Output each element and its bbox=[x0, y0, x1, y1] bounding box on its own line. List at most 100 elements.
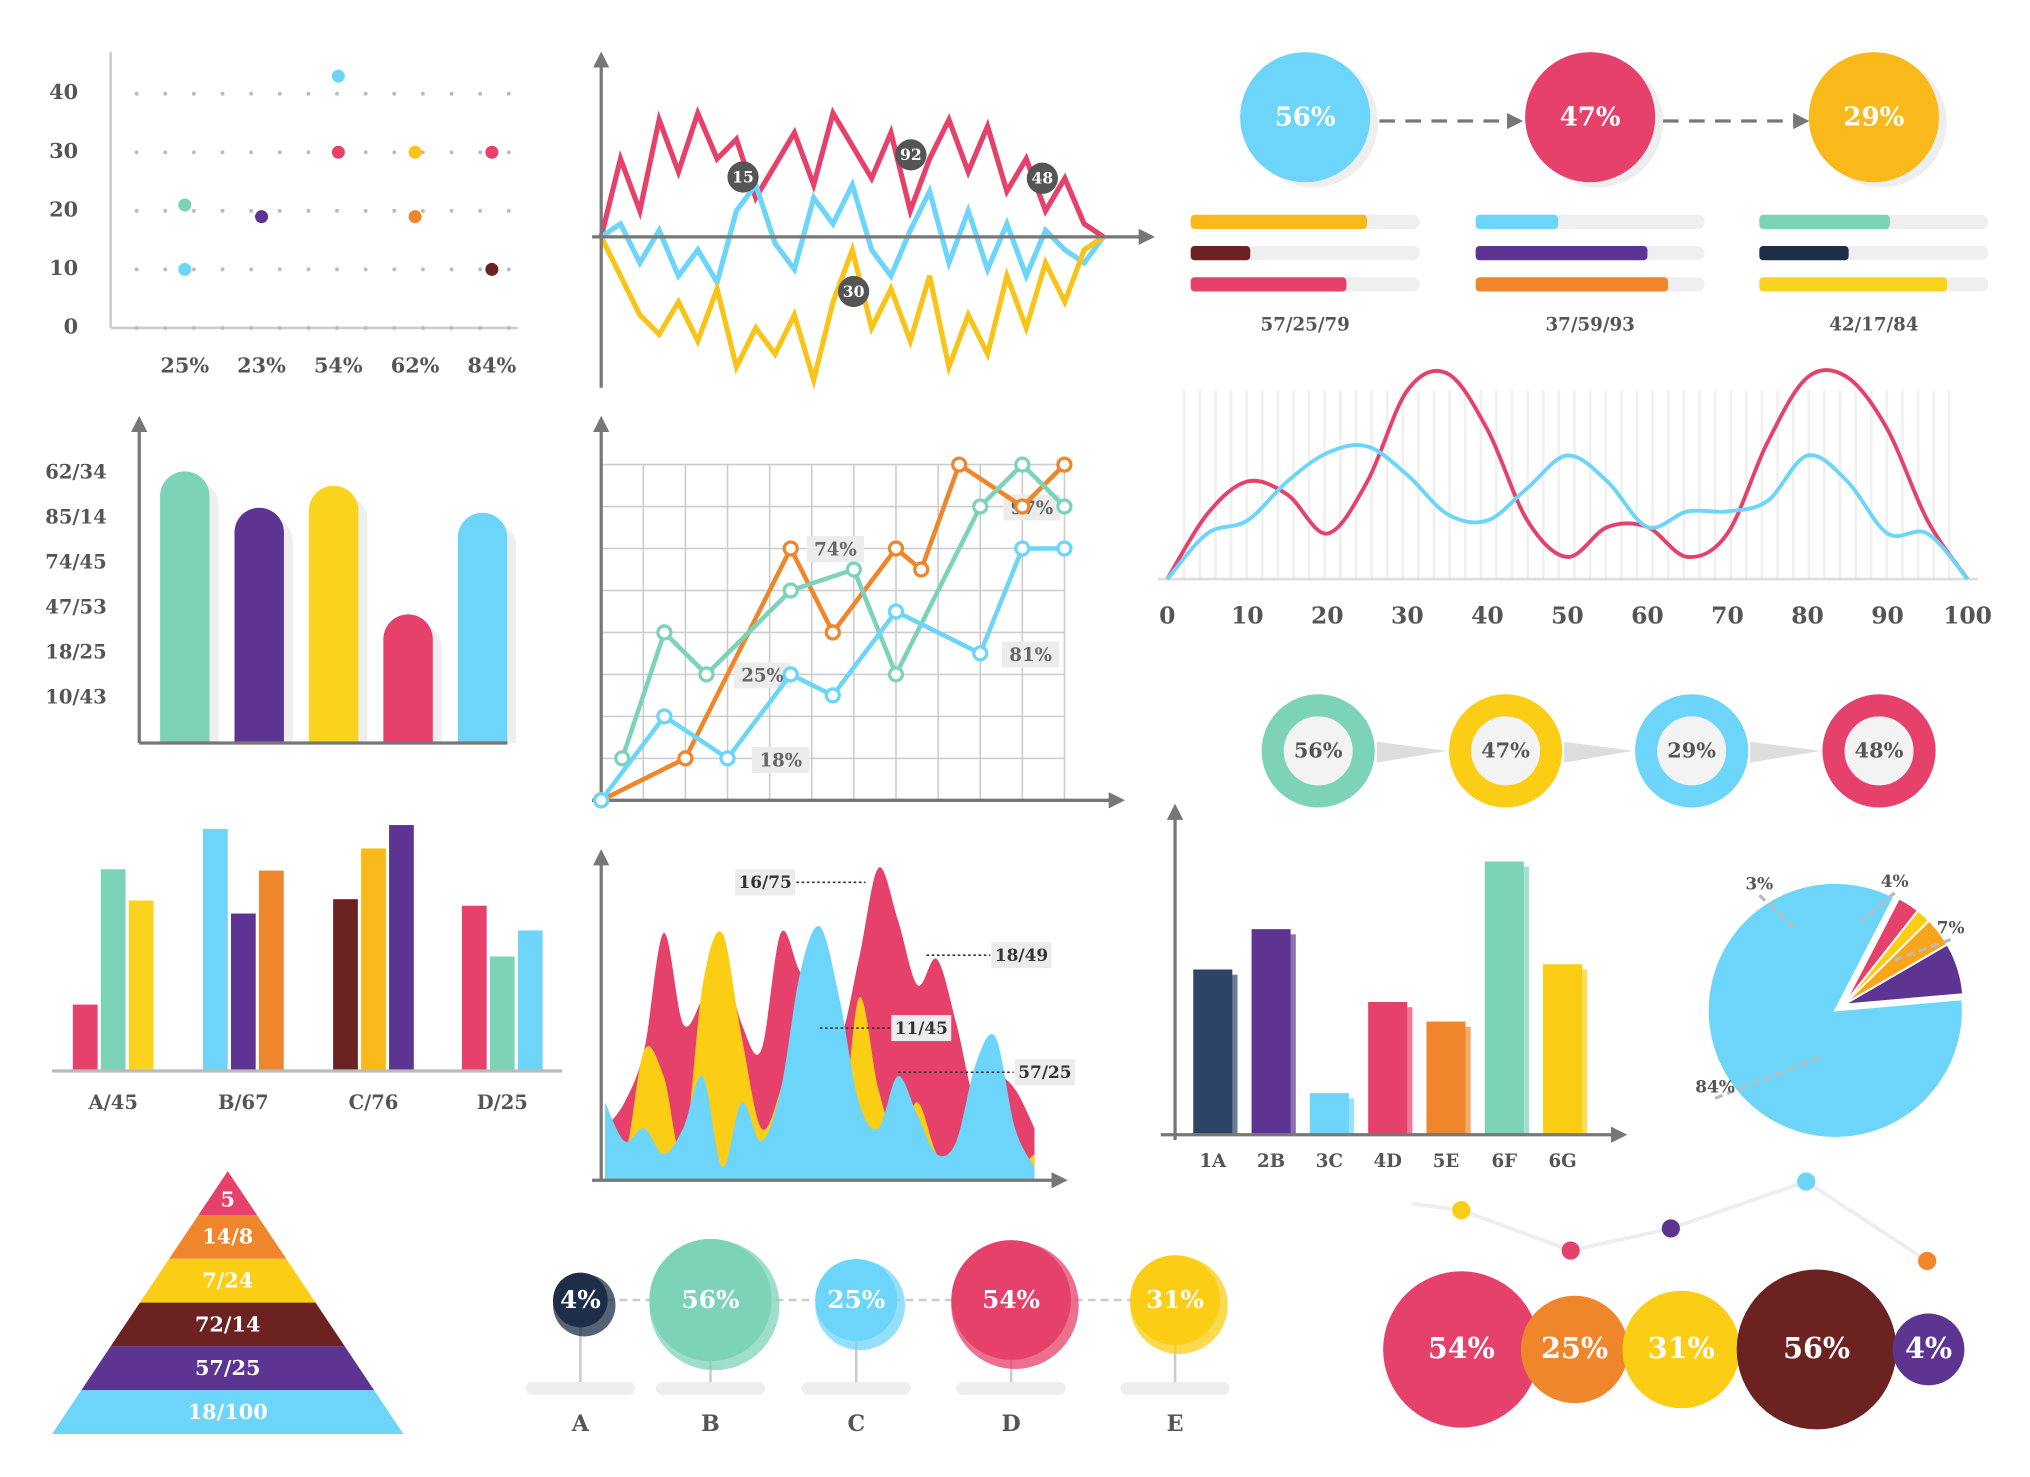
y-tick-label: 18/25 bbox=[45, 641, 106, 664]
bubble bbox=[1130, 1255, 1220, 1345]
bar bbox=[160, 471, 210, 744]
pie-label: 7% bbox=[1937, 918, 1965, 938]
bar bbox=[1251, 929, 1291, 1135]
annotation: 30 bbox=[843, 282, 865, 301]
annotation-bubble bbox=[1026, 162, 1058, 194]
bar bbox=[258, 870, 284, 1071]
annotation-box bbox=[735, 869, 796, 896]
pyramid-level bbox=[81, 1346, 375, 1391]
bar-side bbox=[1229, 974, 1238, 1135]
pie-label: 3% bbox=[1745, 873, 1773, 893]
bar bbox=[1543, 964, 1583, 1135]
group-label: 42/17/84 bbox=[1829, 314, 1918, 335]
donut bbox=[1261, 694, 1375, 808]
bubble bbox=[1520, 1295, 1629, 1404]
x-tick-label: 20 bbox=[1311, 601, 1344, 629]
group-label: 57/25/79 bbox=[1261, 314, 1350, 335]
bubble bbox=[1383, 1271, 1540, 1428]
bubble-label: 4% bbox=[1905, 1331, 1952, 1365]
point bbox=[1561, 1241, 1580, 1260]
x-tick-label: 4D bbox=[1373, 1151, 1402, 1172]
bar bbox=[1309, 1093, 1349, 1135]
y-tick-label: 85/14 bbox=[45, 506, 106, 529]
x-tick-label: 2B bbox=[1257, 1151, 1285, 1172]
bar-side bbox=[1404, 1007, 1413, 1135]
point bbox=[913, 561, 930, 578]
bar bbox=[383, 614, 433, 744]
bar bbox=[234, 507, 284, 744]
point bbox=[887, 666, 905, 683]
progress-bar bbox=[1190, 277, 1347, 292]
bubble bbox=[553, 1272, 608, 1328]
y-tick-label: 62/34 bbox=[45, 461, 106, 484]
x-tick-label: 6G bbox=[1548, 1151, 1576, 1172]
point bbox=[1056, 456, 1073, 473]
x-tick-label: A bbox=[571, 1411, 590, 1437]
bar bbox=[1484, 861, 1524, 1135]
bubble-label: 31% bbox=[1648, 1331, 1715, 1365]
x-tick-label: 80 bbox=[1791, 601, 1824, 629]
point bbox=[887, 603, 905, 620]
bar bbox=[461, 905, 487, 1071]
pyramid-level bbox=[169, 1214, 287, 1259]
progress-bar bbox=[1759, 214, 1890, 230]
pyramid-level bbox=[139, 1258, 316, 1303]
bubble-label: 56% bbox=[1275, 102, 1336, 132]
x-tick-label: B bbox=[701, 1411, 720, 1437]
bubble-label: 25% bbox=[1541, 1331, 1608, 1365]
x-tick-label: 25% bbox=[160, 352, 209, 377]
line bbox=[599, 177, 1106, 290]
point bbox=[782, 582, 799, 599]
y-tick-label: 74/45 bbox=[45, 551, 106, 574]
annotation: 25% bbox=[741, 666, 784, 687]
group-label: 37/59/93 bbox=[1546, 314, 1635, 335]
dot bbox=[408, 145, 422, 159]
annotation-bubble bbox=[727, 161, 759, 193]
bar bbox=[1193, 969, 1233, 1135]
x-tick-label: 40 bbox=[1471, 601, 1504, 629]
donut bbox=[1448, 694, 1563, 808]
point bbox=[1056, 498, 1073, 515]
bar bbox=[389, 825, 414, 1071]
dot bbox=[485, 145, 499, 159]
bar bbox=[333, 899, 358, 1071]
bubble-label: 54% bbox=[1428, 1331, 1495, 1365]
point bbox=[1014, 498, 1031, 515]
bar bbox=[203, 828, 228, 1071]
leader bbox=[1892, 938, 1952, 962]
x-tick-label: 84% bbox=[468, 352, 517, 377]
bubble-label: 47% bbox=[1560, 102, 1621, 132]
dot bbox=[408, 210, 422, 224]
x-tick-label: 3C bbox=[1316, 1151, 1343, 1172]
x-tick-label: C/76 bbox=[349, 1091, 399, 1114]
point bbox=[972, 498, 989, 515]
point bbox=[1452, 1201, 1471, 1220]
bar bbox=[457, 512, 508, 744]
point bbox=[845, 561, 863, 578]
point bbox=[1014, 456, 1031, 473]
progress-bar bbox=[1759, 277, 1948, 292]
progress-bar bbox=[1475, 277, 1669, 292]
placeholder bbox=[525, 1381, 636, 1395]
point bbox=[824, 624, 841, 641]
point bbox=[972, 645, 989, 662]
y-tick-label: 47/53 bbox=[45, 596, 106, 619]
y-tick-label: 30 bbox=[49, 138, 78, 163]
y-tick-label: 20 bbox=[49, 196, 78, 221]
bar-side bbox=[1521, 866, 1530, 1135]
pyramid-level bbox=[52, 1390, 404, 1435]
annotation: 11/45 bbox=[895, 1018, 948, 1038]
bubble bbox=[1892, 1313, 1965, 1386]
point bbox=[698, 666, 715, 683]
x-tick-label: 5E bbox=[1433, 1151, 1460, 1172]
annotation: 16/75 bbox=[739, 872, 792, 892]
bubble-label: 54% bbox=[982, 1285, 1040, 1314]
level-label: 14/8 bbox=[202, 1224, 253, 1249]
x-tick-label: B/67 bbox=[218, 1091, 269, 1114]
donut-label: 29% bbox=[1667, 738, 1716, 763]
x-tick-label: E bbox=[1167, 1411, 1184, 1437]
level-label: 72/14 bbox=[195, 1311, 261, 1336]
